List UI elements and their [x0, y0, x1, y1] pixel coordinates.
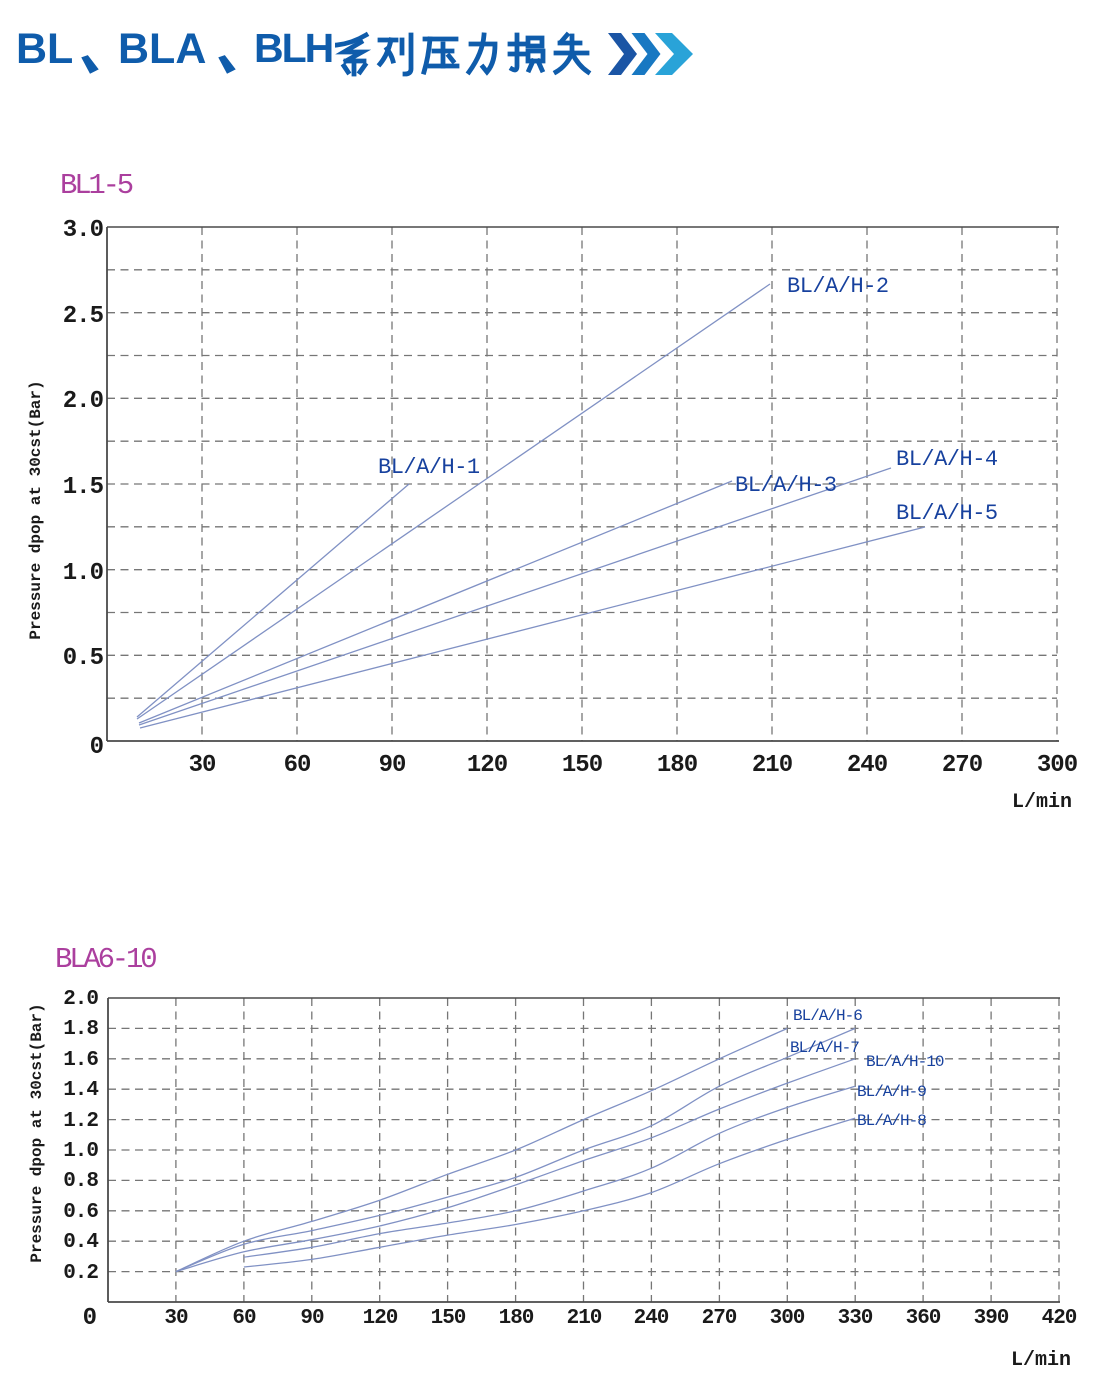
svg-text:0: 0 [90, 734, 104, 761]
svg-text:150: 150 [562, 752, 603, 779]
svg-text:210: 210 [567, 1307, 602, 1330]
svg-text:420: 420 [1042, 1307, 1077, 1330]
svg-text:BL/A/H-9: BL/A/H-9 [857, 1083, 926, 1101]
svg-text:BL/A/H-2: BL/A/H-2 [787, 274, 889, 299]
svg-text:150: 150 [431, 1307, 466, 1330]
svg-text:BL/A/H-4: BL/A/H-4 [896, 447, 998, 472]
svg-text:BL/A/H-5: BL/A/H-5 [896, 501, 998, 526]
svg-text:0: 0 [83, 1305, 97, 1332]
svg-text:2.5: 2.5 [63, 303, 104, 330]
svg-text:180: 180 [499, 1307, 534, 1330]
svg-text:0.8: 0.8 [63, 1170, 98, 1193]
svg-text:1.8: 1.8 [63, 1018, 98, 1041]
svg-text:0.4: 0.4 [63, 1231, 98, 1254]
svg-text:BL/A/H-10: BL/A/H-10 [866, 1053, 944, 1071]
svg-text:BL/A/H-7: BL/A/H-7 [790, 1039, 859, 1057]
svg-text:270: 270 [702, 1307, 737, 1330]
svg-text:1.0: 1.0 [63, 1140, 98, 1163]
svg-text:1.6: 1.6 [63, 1049, 98, 1072]
svg-text:120: 120 [363, 1307, 398, 1330]
svg-text:30: 30 [189, 752, 216, 779]
svg-text:1.4: 1.4 [63, 1079, 98, 1102]
svg-text:180: 180 [657, 752, 698, 779]
svg-text:240: 240 [634, 1307, 669, 1330]
svg-text:120: 120 [467, 752, 508, 779]
svg-text:BL/A/H-6: BL/A/H-6 [793, 1007, 862, 1025]
svg-text:270: 270 [942, 752, 983, 779]
svg-text:2.0: 2.0 [63, 388, 104, 415]
svg-text:30: 30 [164, 1307, 188, 1330]
svg-text:90: 90 [379, 752, 406, 779]
svg-text:1.2: 1.2 [63, 1110, 98, 1133]
svg-text:210: 210 [752, 752, 793, 779]
svg-text:0.5: 0.5 [63, 645, 104, 672]
svg-text:BL/A/H-8: BL/A/H-8 [857, 1112, 926, 1130]
svg-text:BL/A/H-3: BL/A/H-3 [735, 473, 837, 498]
svg-text:240: 240 [847, 752, 888, 779]
svg-text:3.0: 3.0 [63, 217, 104, 244]
svg-text:360: 360 [906, 1307, 941, 1330]
svg-text:1.5: 1.5 [63, 474, 104, 501]
svg-text:60: 60 [232, 1307, 256, 1330]
svg-text:0.6: 0.6 [63, 1201, 98, 1224]
svg-text:330: 330 [838, 1307, 873, 1330]
svg-text:2.0: 2.0 [63, 988, 98, 1011]
svg-text:1.0: 1.0 [63, 560, 104, 587]
svg-text:0.2: 0.2 [63, 1262, 98, 1285]
svg-text:300: 300 [1037, 752, 1078, 779]
svg-text:300: 300 [770, 1307, 805, 1330]
svg-text:60: 60 [284, 752, 311, 779]
svg-text:BL/A/H-1: BL/A/H-1 [378, 455, 480, 480]
svg-text:90: 90 [300, 1307, 324, 1330]
svg-text:390: 390 [974, 1307, 1009, 1330]
